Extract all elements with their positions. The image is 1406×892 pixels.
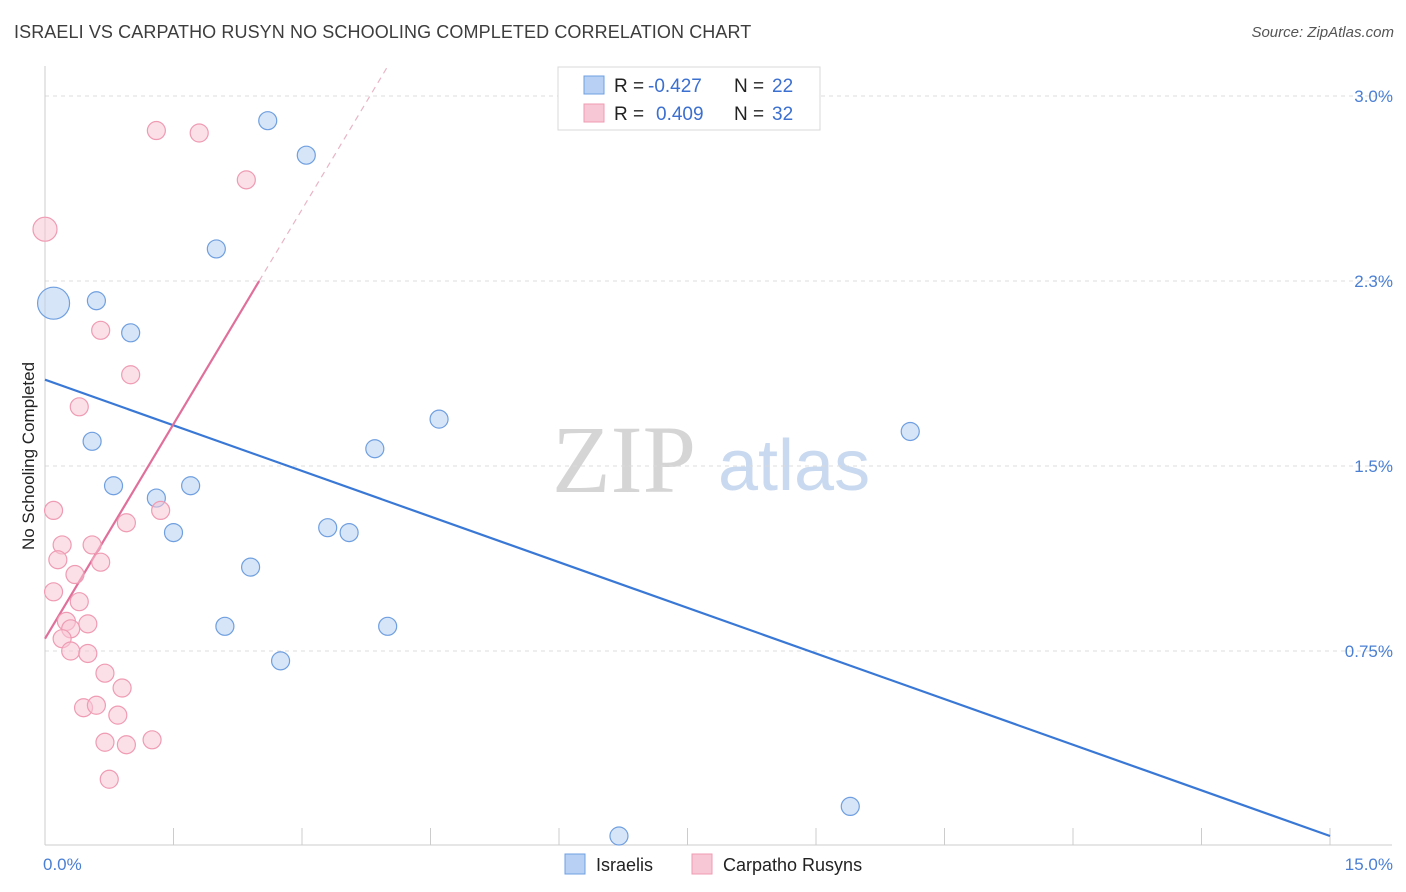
- point-carpatho-rusyns-2: [189, 123, 209, 143]
- point-israelis-1: [86, 291, 107, 311]
- point-israelis-17: [215, 616, 235, 636]
- legend: R = -0.427 N = 22 R = 0.409 N = 32: [557, 66, 821, 131]
- point-carpatho-rusyns-6: [69, 397, 89, 417]
- y-tick-label-3: 3.0%: [1354, 87, 1393, 106]
- point-israelis-5: [121, 323, 141, 343]
- point-israelis-9: [181, 476, 201, 496]
- legend-r-value-israelis: -0.427: [648, 76, 702, 97]
- point-israelis-11: [318, 518, 338, 538]
- point-carpatho-rusyns-9: [116, 513, 136, 533]
- point-israelis-2: [258, 111, 278, 131]
- point-israelis-15: [900, 421, 920, 442]
- legend-swatch-israelis: [583, 75, 605, 95]
- legend-swatch-carpatho-rusyns: [583, 103, 605, 123]
- point-carpatho-rusyns-24: [112, 678, 132, 698]
- y-tick-label-2: 2.3%: [1354, 272, 1393, 291]
- y-tick-label-0: 0.75%: [1345, 642, 1393, 661]
- trend-extension-carpatho-rusyns: [258, 66, 389, 282]
- point-carpatho-rusyns-3: [236, 170, 256, 190]
- point-israelis-0: [36, 286, 71, 320]
- point-carpatho-rusyns-0: [32, 216, 58, 242]
- point-carpatho-rusyns-11: [82, 535, 102, 555]
- point-israelis-7: [103, 476, 124, 496]
- point-israelis-12: [339, 522, 359, 543]
- point-carpatho-rusyns-7: [43, 500, 64, 520]
- point-israelis-6: [82, 431, 102, 451]
- point-israelis-18: [378, 616, 398, 636]
- point-carpatho-rusyns-29: [95, 732, 115, 752]
- point-carpatho-rusyns-23: [95, 663, 115, 683]
- source-credit: Source: ZipAtlas.com: [1251, 24, 1394, 41]
- legend-r-label: R =: [614, 104, 644, 125]
- point-israelis-16: [241, 557, 261, 577]
- legend-n-label: N =: [734, 76, 764, 97]
- point-carpatho-rusyns-21: [61, 641, 81, 661]
- point-carpatho-rusyns-13: [91, 552, 111, 572]
- legend-r-value-carpatho-rusyns: 0.409: [656, 104, 704, 125]
- point-carpatho-rusyns-16: [69, 592, 89, 612]
- point-israelis-20: [840, 796, 860, 817]
- point-carpatho-rusyns-30: [116, 735, 136, 755]
- point-israelis-19: [270, 651, 291, 671]
- point-israelis-4: [206, 239, 226, 259]
- point-carpatho-rusyns-4: [91, 320, 111, 340]
- point-carpatho-rusyns-27: [108, 705, 128, 725]
- trend-line-carpatho-rusyns: [44, 280, 261, 640]
- bottom-legend-label-carpatho-rusyns: Carpatho Rusyns: [723, 855, 862, 875]
- y-axis-label: No Schooling Completed: [19, 362, 38, 550]
- point-israelis-13: [365, 439, 385, 459]
- data-points: [32, 111, 920, 846]
- point-israelis-3: [296, 145, 316, 165]
- point-carpatho-rusyns-26: [86, 695, 107, 715]
- point-carpatho-rusyns-8: [151, 500, 171, 520]
- watermark: ZIP atlas: [552, 406, 870, 513]
- point-israelis-21: [609, 826, 629, 846]
- watermark-zip: ZIP: [552, 406, 696, 513]
- point-carpatho-rusyns-1: [146, 120, 166, 141]
- point-carpatho-rusyns-31: [99, 769, 119, 789]
- legend-n-value-israelis: 22: [772, 76, 793, 97]
- point-carpatho-rusyns-18: [78, 614, 98, 634]
- point-carpatho-rusyns-12: [48, 550, 68, 570]
- point-carpatho-rusyns-22: [78, 643, 98, 664]
- trend-line-israelis: [44, 378, 1331, 838]
- y-tick-label-1: 1.5%: [1354, 457, 1393, 476]
- legend-n-value-carpatho-rusyns: 32: [772, 104, 793, 125]
- bottom-legend-swatch-israelis: [564, 853, 586, 875]
- tick-labels: 0.75% 1.5% 2.3% 3.0% 0.0% 15.0%: [43, 87, 1393, 874]
- bottom-legend: Israelis Carpatho Rusyns: [564, 853, 862, 875]
- axes: [44, 66, 1392, 846]
- point-carpatho-rusyns-14: [65, 564, 85, 585]
- point-israelis-10: [163, 522, 184, 543]
- chart-title: ISRAELI VS CARPATHO RUSYN NO SCHOOLING C…: [14, 22, 752, 42]
- x-tick-label-0: 0.0%: [43, 855, 82, 874]
- point-carpatho-rusyns-5: [121, 365, 141, 385]
- legend-r-label: R =: [614, 76, 644, 97]
- x-tick-label-1: 15.0%: [1345, 855, 1393, 874]
- point-carpatho-rusyns-28: [142, 730, 162, 750]
- legend-n-label: N =: [734, 104, 764, 125]
- bottom-legend-swatch-carpatho-rusyns: [691, 853, 713, 875]
- point-carpatho-rusyns-15: [43, 582, 64, 602]
- point-israelis-14: [429, 409, 449, 429]
- bottom-legend-label-israelis: Israelis: [596, 855, 653, 875]
